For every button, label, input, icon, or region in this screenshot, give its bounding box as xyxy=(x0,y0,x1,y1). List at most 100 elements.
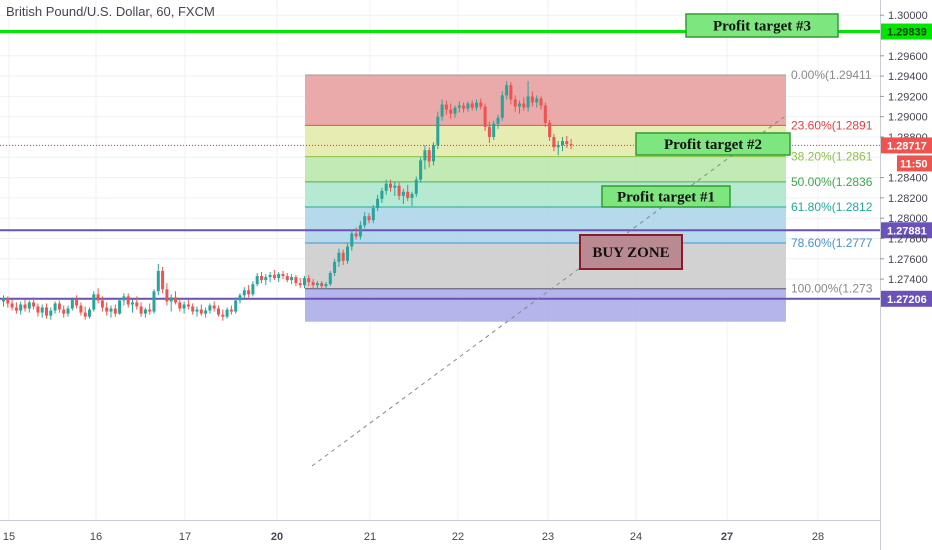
candle-body xyxy=(509,85,513,100)
candle-body xyxy=(40,307,44,313)
annotation-text: Profit target #3 xyxy=(713,19,811,35)
price-tick-label: 1.28200 xyxy=(888,193,928,205)
candle-body xyxy=(419,160,423,180)
candle-body xyxy=(165,289,169,302)
candle-body xyxy=(27,302,31,309)
candle-body xyxy=(53,303,57,311)
candle-body xyxy=(251,284,255,295)
candle-body xyxy=(337,252,341,262)
candle-body xyxy=(57,303,61,310)
candle-body xyxy=(475,102,478,108)
candle-body xyxy=(320,283,324,287)
candle-body xyxy=(169,297,173,302)
price-tick-label: 1.27400 xyxy=(888,274,928,286)
price-tick-label: 1.30000 xyxy=(888,10,928,22)
candle-body xyxy=(393,185,397,188)
candle-body xyxy=(105,307,109,312)
annotations[interactable]: Profit target #3 Profit target #2 Profit t… xyxy=(579,13,839,270)
candle-body xyxy=(281,274,285,277)
fib-zone xyxy=(305,207,786,243)
candle-body xyxy=(354,233,358,237)
candle-body xyxy=(23,304,27,309)
candle-body xyxy=(496,117,500,124)
candle-body xyxy=(522,103,526,108)
candle-body xyxy=(195,309,199,312)
candle-body xyxy=(453,107,457,114)
candle-body xyxy=(255,276,259,285)
candle-body xyxy=(66,308,70,314)
fib-zone xyxy=(305,288,786,322)
candle-body xyxy=(100,300,104,308)
countdown-label: 11:50 xyxy=(900,158,928,170)
price-axis-bg xyxy=(880,0,932,550)
candle-body xyxy=(148,309,152,312)
annotation-profit-target[interactable]: Profit target #3 xyxy=(685,13,839,38)
candle-body xyxy=(2,298,5,302)
candle-body xyxy=(277,274,281,279)
price-axis[interactable]: 1.30000 1.29839 1.29600 1.29400 1.29200 1.290… xyxy=(880,0,932,550)
time-axis[interactable]: 15 16 17 20 21 22 23 24 27 28 xyxy=(0,520,880,550)
candle-body xyxy=(70,299,74,309)
candle-body xyxy=(45,307,48,316)
candle-body xyxy=(290,277,294,281)
candle-body xyxy=(32,302,36,307)
key-level-badge xyxy=(881,23,932,40)
candle-body xyxy=(298,283,302,286)
candle-body xyxy=(363,216,367,226)
candle-body xyxy=(569,144,573,146)
candle-body xyxy=(350,233,354,247)
candle-body xyxy=(221,314,225,317)
time-tick-label: 21 xyxy=(364,531,376,543)
annotation-profit-target[interactable]: Profit target #2 xyxy=(635,132,791,156)
price-tick-label: 1.29600 xyxy=(888,51,928,63)
candle-body xyxy=(79,305,83,313)
fibonacci-trendline xyxy=(311,116,785,467)
candle-body xyxy=(470,103,474,108)
candle-body xyxy=(423,150,427,161)
time-tick-label: 23 xyxy=(542,531,554,543)
candle-body xyxy=(406,191,410,198)
candle-body xyxy=(487,126,491,137)
candle-body xyxy=(109,308,113,312)
candle-body xyxy=(10,303,14,308)
candle-body xyxy=(552,137,556,148)
annotation-box xyxy=(635,132,791,156)
price-tick-label: 1.28400 xyxy=(888,173,928,185)
key-level-badge xyxy=(881,222,932,239)
candle-body xyxy=(260,276,263,281)
candle-body xyxy=(307,278,311,283)
candle-body xyxy=(526,96,530,108)
annotation-buy-zone[interactable]: BUY ZONE xyxy=(579,234,683,270)
candle-body xyxy=(303,278,306,286)
candle-body xyxy=(152,291,156,312)
candle-body xyxy=(92,294,96,310)
candle-body xyxy=(384,183,388,191)
candle-body xyxy=(122,296,126,301)
candle-body xyxy=(143,309,147,314)
fib-label: 61.80%(1.2812 xyxy=(791,200,873,214)
annotation-text: BUY ZONE xyxy=(592,245,669,261)
candle-body xyxy=(462,105,466,109)
candle-body xyxy=(346,246,349,261)
candle-body xyxy=(174,297,177,303)
candle-body xyxy=(449,109,453,114)
current-price-badge xyxy=(881,137,932,154)
candle-body xyxy=(96,294,100,301)
annotation-profit-target[interactable]: Profit target #1 xyxy=(601,185,731,208)
candle-body xyxy=(14,307,18,311)
fib-zone xyxy=(305,156,786,182)
fib-label: 50.00%(1.2836 xyxy=(791,175,873,189)
time-tick-label: 15 xyxy=(3,531,15,543)
candle-body xyxy=(565,141,569,145)
price-tick-label: 1.29000 xyxy=(888,112,928,124)
candle-body xyxy=(199,309,203,314)
fib-label: 0.00%(1.29411 xyxy=(791,68,872,82)
candle-body xyxy=(208,305,212,311)
candle-body xyxy=(247,290,251,295)
candle-body xyxy=(178,302,182,309)
price-tick-label: 1.29200 xyxy=(888,91,928,103)
price-tick-label: 1.28000 xyxy=(888,213,928,225)
candle-body xyxy=(410,193,414,198)
candle-body xyxy=(88,309,91,317)
